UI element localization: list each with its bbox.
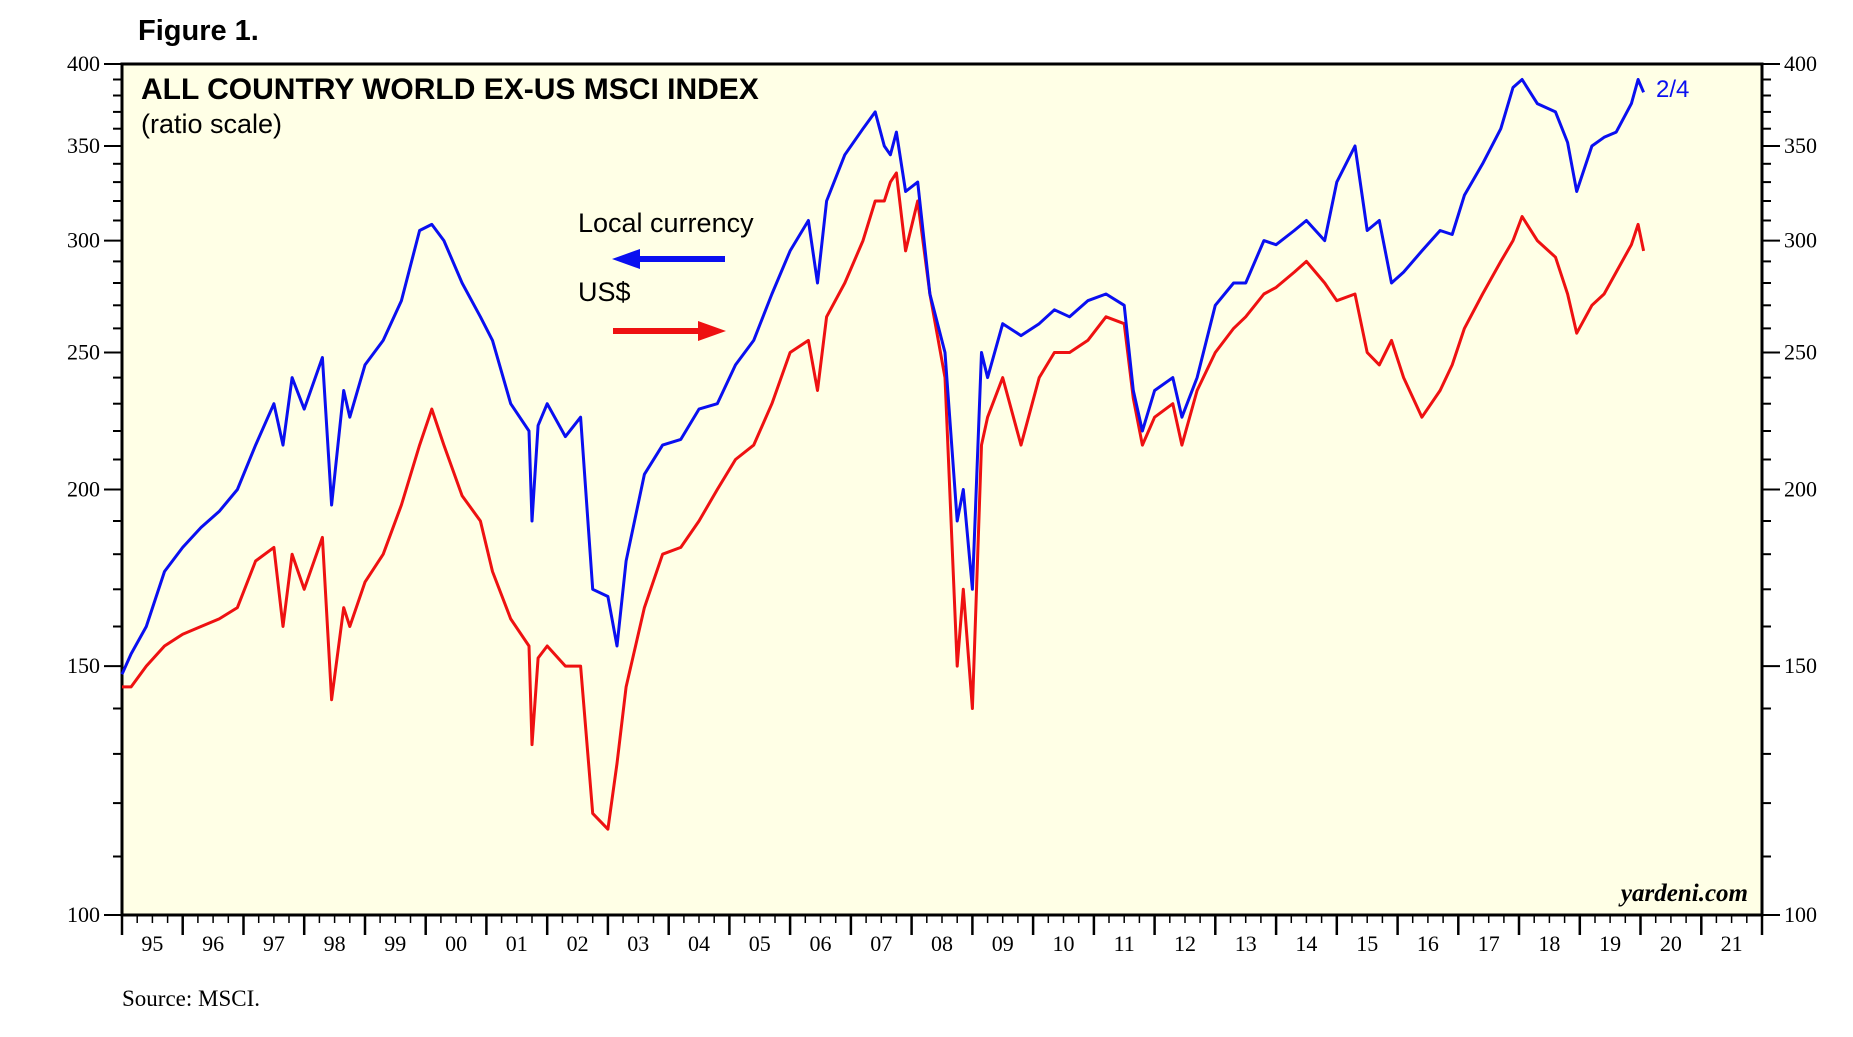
chart-title: ALL COUNTRY WORLD EX-US MSCI INDEX bbox=[141, 73, 759, 106]
x-tick-label: 19 bbox=[1599, 931, 1621, 956]
legend-label-usd: US$ bbox=[578, 277, 631, 307]
x-tick-label: 14 bbox=[1295, 931, 1317, 956]
x-tick-label: 10 bbox=[1053, 931, 1075, 956]
series-layer bbox=[120, 78, 1646, 831]
watermark: yardeni.com bbox=[1618, 880, 1748, 907]
series-line-usd bbox=[122, 171, 1646, 831]
legend-arrow-left-icon bbox=[612, 249, 725, 269]
x-tick-label: 99 bbox=[384, 931, 406, 956]
y-tick-label-right: 150 bbox=[1784, 653, 1817, 678]
x-tick-label: 01 bbox=[506, 931, 528, 956]
x-tick-label: 05 bbox=[749, 931, 771, 956]
x-tick-label: 02 bbox=[567, 931, 589, 956]
plot-area bbox=[120, 62, 1764, 917]
y-axis-left: 100 150 200 250 300 350 400 bbox=[67, 51, 122, 927]
y-tick-label-right: 350 bbox=[1784, 133, 1817, 158]
x-tick-label: 16 bbox=[1417, 931, 1439, 956]
y-tick-label-right: 250 bbox=[1784, 340, 1817, 365]
source-note: Source: MSCI. bbox=[122, 986, 260, 1011]
x-tick-label: 08 bbox=[931, 931, 953, 956]
x-tick-label: 07 bbox=[870, 931, 892, 956]
plot-background bbox=[120, 62, 1764, 917]
x-tick-label: 95 bbox=[141, 931, 163, 956]
x-tick-label: 06 bbox=[810, 931, 832, 956]
end-date-label: 2/4 bbox=[1656, 76, 1689, 103]
x-tick-label: 12 bbox=[1174, 931, 1196, 956]
y-tick-label-left: 150 bbox=[67, 653, 100, 678]
legend: Local currency US$ bbox=[578, 208, 754, 341]
x-tick-label: 04 bbox=[688, 931, 710, 956]
chart-subtitle: (ratio scale) bbox=[141, 109, 282, 139]
x-tick-label: 03 bbox=[627, 931, 649, 956]
x-tick-label: 20 bbox=[1660, 931, 1682, 956]
y-tick-label-right: 200 bbox=[1784, 477, 1817, 502]
y-tick-label-left: 400 bbox=[67, 51, 100, 76]
y-tick-label-right: 300 bbox=[1784, 228, 1817, 253]
x-tick-label: 98 bbox=[324, 931, 346, 956]
legend-arrow-right-icon bbox=[613, 321, 726, 341]
y-tick-label-left: 100 bbox=[67, 902, 100, 927]
legend-label-local-currency: Local currency bbox=[578, 208, 754, 238]
x-axis: 95 96 97 98 99 00 01 02 03 04 05 06 07 08 09 10 11 12 13 14… bbox=[120, 915, 1764, 956]
y-tick-label-left: 350 bbox=[67, 133, 100, 158]
y-tick-label-left: 200 bbox=[67, 477, 100, 502]
y-tick-label-right: 100 bbox=[1784, 902, 1817, 927]
x-tick-label: 11 bbox=[1114, 931, 1135, 956]
series-line-local-currency bbox=[120, 78, 1645, 675]
y-axis-right: 100 150 200 250 300 350 400 bbox=[1762, 51, 1817, 927]
x-tick-label: 13 bbox=[1235, 931, 1257, 956]
x-tick-label: 17 bbox=[1478, 931, 1500, 956]
x-tick-label: 97 bbox=[263, 931, 285, 956]
y-tick-label-left: 300 bbox=[67, 228, 100, 253]
y-tick-label-right: 400 bbox=[1784, 51, 1817, 76]
x-tick-label: 00 bbox=[445, 931, 467, 956]
x-tick-label: 09 bbox=[992, 931, 1014, 956]
x-tick-label: 21 bbox=[1721, 931, 1743, 956]
y-tick-label-left: 250 bbox=[67, 340, 100, 365]
x-tick-label: 18 bbox=[1538, 931, 1560, 956]
x-tick-label: 15 bbox=[1356, 931, 1378, 956]
figure-label: Figure 1. bbox=[138, 15, 259, 47]
x-tick-label: 96 bbox=[202, 931, 224, 956]
